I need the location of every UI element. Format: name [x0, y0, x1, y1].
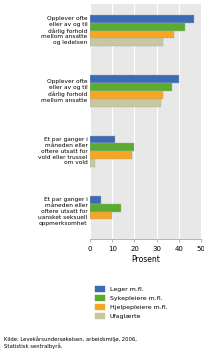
Bar	[90, 39, 162, 46]
Text: Kilde: Levekårsundersøkelsen, arbeidsmiljø, 2006,
Statistisk sentralbyrå.: Kilde: Levekårsundersøkelsen, arbeidsmil…	[4, 337, 136, 349]
Bar	[90, 31, 173, 39]
Bar	[90, 151, 132, 159]
Bar	[90, 159, 94, 167]
Bar	[90, 135, 114, 144]
Legend: Leger m.fl., Sykepleiere m.fl., Hjelpepleiere m.fl., Ufaglærte: Leger m.fl., Sykepleiere m.fl., Hjelpepl…	[93, 284, 168, 321]
Bar	[90, 91, 162, 99]
Bar	[90, 75, 178, 83]
Bar	[90, 212, 112, 219]
Bar	[90, 15, 193, 23]
X-axis label: Prosent: Prosent	[131, 255, 159, 264]
Bar	[90, 99, 160, 107]
Bar	[90, 204, 121, 212]
Bar	[90, 144, 134, 151]
Bar	[90, 196, 101, 204]
Bar	[90, 83, 171, 91]
Bar	[90, 23, 184, 31]
